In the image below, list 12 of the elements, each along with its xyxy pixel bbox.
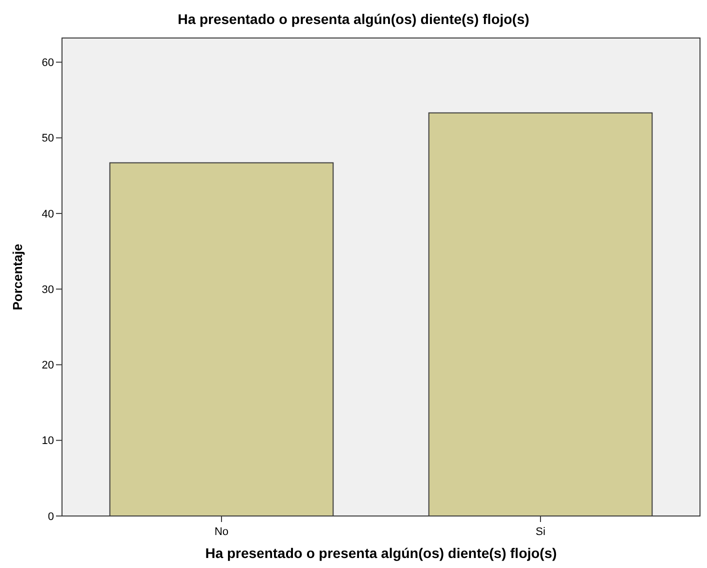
y-tick-label: 0 <box>48 510 54 523</box>
y-tick-label: 50 <box>42 132 54 145</box>
x-axis-title: Ha presentado o presenta algún(os) diente(s) flojo(s) <box>205 545 557 561</box>
y-tick-label: 10 <box>42 435 54 448</box>
chart-title: Ha presentado o presenta algún(os) diente(s) flojo(s) <box>178 11 530 27</box>
y-tick-label: 30 <box>42 284 54 296</box>
y-axis-title: Porcentaje <box>10 244 25 310</box>
y-tick-label: 60 <box>42 57 54 70</box>
x-tick-label: Si <box>536 526 546 538</box>
y-tick-label: 20 <box>42 360 54 372</box>
x-tick-label: No <box>214 526 229 538</box>
y-tick-label: 40 <box>42 208 54 220</box>
